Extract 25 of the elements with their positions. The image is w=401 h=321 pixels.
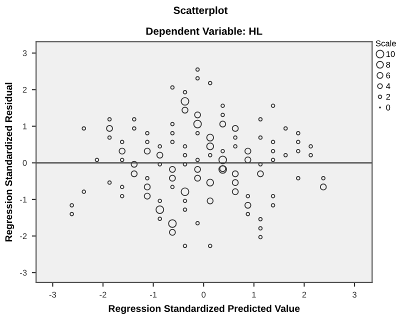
x-tick-label: 1 <box>252 292 256 298</box>
legend-title: Scale <box>376 40 396 46</box>
x-tick-label: -2 <box>100 292 106 298</box>
x-tick-label: 3 <box>352 292 356 298</box>
chart-title: Scatterplot <box>174 6 228 16</box>
y-tick-label: 3 <box>22 50 27 56</box>
y-tick-label: 1 <box>23 124 27 130</box>
legend-label: 10 <box>386 51 395 58</box>
x-tick-label: -3 <box>49 292 56 298</box>
y-tick-label: 2 <box>22 86 27 93</box>
y-tick-label: 0 <box>22 160 27 166</box>
y-tick-label: -2 <box>20 233 27 240</box>
chart-subtitle: Dependent Variable: HL <box>146 27 262 37</box>
y-tick-label: -1 <box>20 196 27 202</box>
legend-label: 4 <box>386 83 390 90</box>
legend-label: 6 <box>386 72 390 78</box>
x-tick-label: 0 <box>202 292 206 298</box>
legend-label: 8 <box>386 62 390 68</box>
legend-label: 0 <box>386 104 390 110</box>
x-axis-title: Regression Standardized Predicted Value <box>108 304 300 314</box>
x-tick-label: -1 <box>150 292 157 298</box>
y-axis-title: Regression Standardized Residual <box>4 82 14 242</box>
y-tick-label: -3 <box>20 270 27 276</box>
x-tick-label: 2 <box>302 292 306 298</box>
legend-label: 2 <box>386 94 390 100</box>
